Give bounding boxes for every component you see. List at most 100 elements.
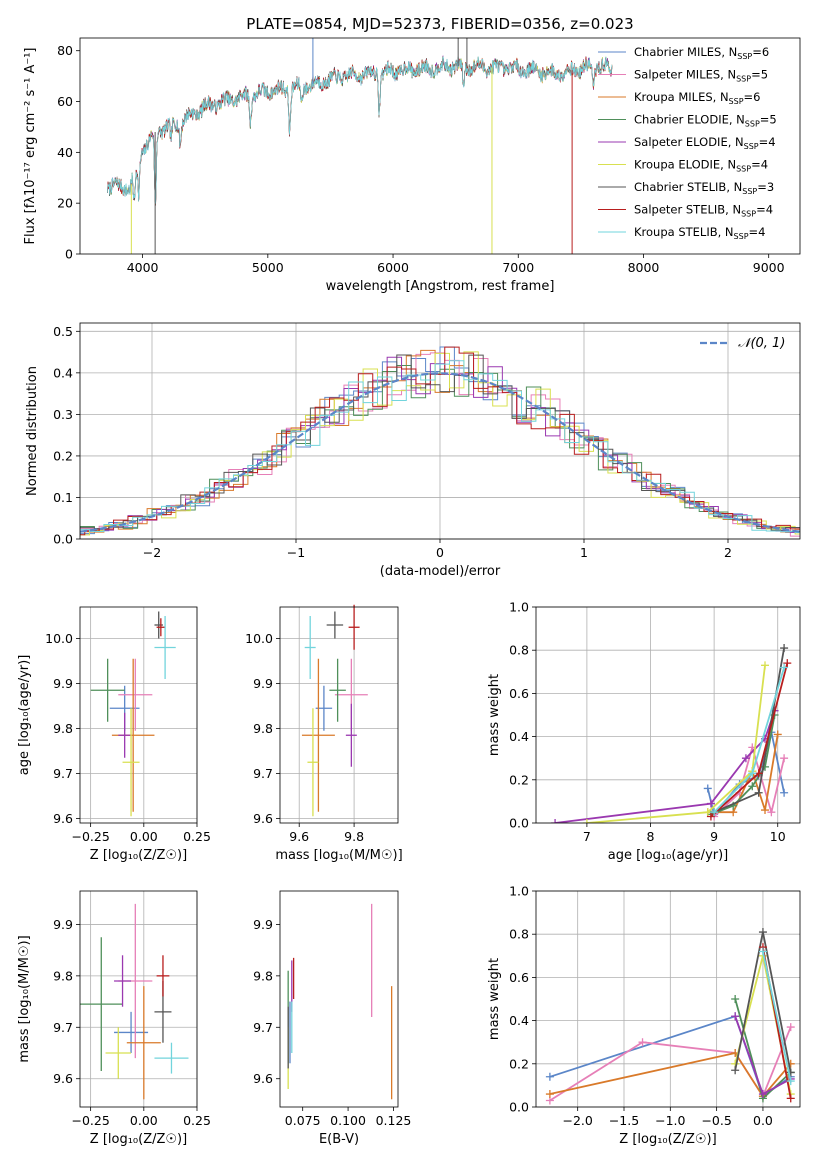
legend-label: Kroupa ELODIE, NSSP=4 [634,158,768,174]
weight-marker [758,947,767,956]
y-tick-label: 0.2 [509,1056,529,1071]
weight-marker [786,1077,795,1086]
x-tick-label: 0.00 [130,829,158,844]
error-bar-point [118,658,153,731]
error-bar-point [301,658,335,812]
residuals-axes: −2 −1 0 1 2 0.0 0.1 0.2 0.3 0.4 0.5 (data-model)/er… [25,323,800,579]
x-tick-label: −0.5 [701,1113,731,1128]
y-tick-label: 9.6 [253,811,273,826]
x-tick-label: −0.25 [71,1113,109,1128]
y-tick-label: 9.9 [253,676,273,691]
error-bar-point [329,658,346,722]
x-tick-label: 0.0 [753,1113,773,1128]
x-tick-label: 9.6 [289,829,309,844]
y-tick-label: 9.8 [53,968,73,983]
weight-marker [761,806,770,815]
mass_vs_age-axes: 9.6 9.8 9.6 9.7 9.8 9.9 10.0 mass [log₁₀(M/M☉)] [245,607,403,863]
x-tick-label: 6000 [377,260,409,275]
weight-marker [703,784,712,793]
weight-marker [786,1059,795,1068]
y-tick-label: 9.7 [53,766,73,781]
weight-series [758,947,795,1086]
error-bar-point [114,955,132,1007]
x-axis-label: Z [log₁₀(Z/Z☉)] [90,848,187,863]
z_vs_mass-points [80,903,189,1100]
x-axis-label: E(B-V) [319,1132,359,1147]
y-tick-label: 0.0 [53,532,73,547]
age_weights-frame [535,606,801,824]
x-axis-label: age [log₁₀(age/yr)] [608,848,729,863]
y-tick-label: 0.0 [509,816,529,831]
y-tick-label: 9.8 [253,721,273,736]
legend-label: Chabrier ELODIE, NSSP=5 [634,113,777,129]
weight-marker [767,808,776,817]
y-tick-label: 10.0 [45,631,73,646]
error-bar-point [80,937,123,1071]
y-tick-label: 20 [57,196,73,211]
weight-series [710,663,789,817]
error-bar-point [304,616,316,679]
y-tick-label: 0.1 [53,490,73,505]
ebv_vs_mass-frame [279,890,399,1108]
x-tick-label: −1.5 [609,1113,639,1128]
weight-marker [748,769,757,778]
y-tick-label: 1.0 [509,600,529,615]
ebv_vs_mass-axes: 0.075 0.100 0.125 9.6 9.7 9.8 9.9 E(B-V) [253,917,411,1147]
x-tick-label: 0.25 [183,829,211,844]
spectrum-frame [79,37,801,255]
y-tick-label: 9.9 [53,676,73,691]
weight-marker [783,659,792,668]
y-tick-label: 9.6 [253,1071,273,1086]
y-tick-label: 0.0 [509,1100,529,1115]
weight-marker [780,644,789,653]
weight-marker [731,995,740,1003]
spectrum-lines [107,38,613,254]
legend-label: Salpeter MILES, NSSP=5 [634,68,768,84]
z_vs_age-axes: −0.25 0.00 0.25 9.6 9.7 9.8 9.9 10.0 Z [log₁₀(Z/… [17,607,211,863]
error-bar-point [345,703,357,767]
residual-histogram [80,354,800,533]
y-tick-label: 9.8 [53,721,73,736]
x-tick-label: 0.00 [130,1113,158,1128]
error-bar-point [326,611,344,639]
weight-series [582,661,770,823]
weight-line [762,951,792,1082]
error-bar-point [154,611,163,639]
error-bar-point [118,712,132,758]
x-axis-label: Z [log₁₀(Z/Z☉)] [619,1132,716,1147]
y-tick-label: 0.2 [53,448,73,463]
y-axis-label: mass [log₁₀(M/M☉)] [17,935,32,1062]
y-tick-label: 0.2 [509,772,529,787]
error-bar-point [154,1042,189,1074]
weight-series [545,1049,795,1101]
y-axis-label: Flux [fλ10⁻¹⁷ erg cm⁻² s⁻¹ A⁻¹] [23,48,38,245]
x-tick-label: −2 [143,545,161,560]
spectrum-legend: Chabrier MILES, NSSP=6 Salpeter MILES, NS… [598,45,777,241]
weight-line [554,710,776,823]
weight-marker [706,799,715,808]
z_vs_mass-frame [79,890,198,1108]
weight-marker [731,1012,740,1021]
x-tick-label: 1 [580,545,588,560]
weight-marker [748,782,757,791]
residual-histogram [80,360,800,533]
error-bar-point [105,1027,132,1079]
x-tick-label: 8000 [628,260,660,275]
x-tick-label: 8 [647,829,655,844]
y-tick-label: 9.7 [253,766,273,781]
weight-line [713,647,785,814]
x-tick-label: 7000 [502,260,534,275]
x-tick-label: 0.075 [285,1113,321,1128]
weight-marker [545,1072,554,1081]
weight-series [551,706,779,823]
legend-label: Kroupa STELIB, NSSP=4 [634,225,765,241]
weight-marker [786,1023,795,1032]
y-tick-label: 40 [57,145,73,160]
weight-marker [582,819,591,823]
x-tick-label: 9000 [753,260,785,275]
y-axis-label: mass weight [487,958,502,1040]
z_vs_age-points [90,611,176,817]
weight-line [586,665,766,823]
weight-marker [551,819,560,823]
